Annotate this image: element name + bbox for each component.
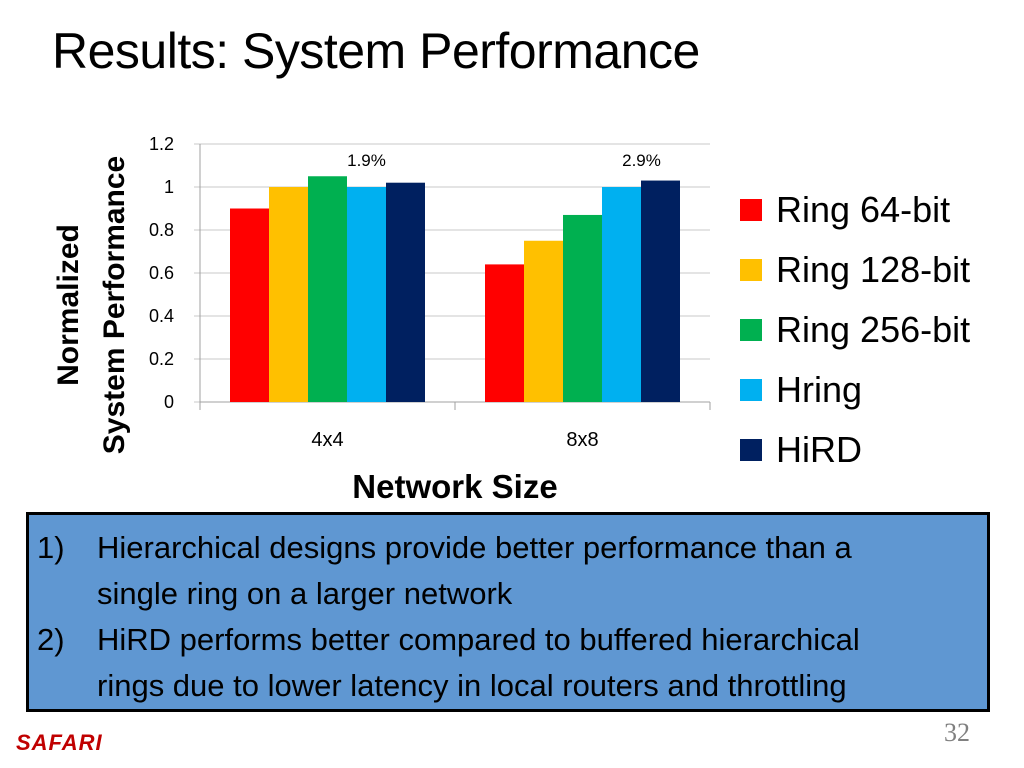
legend-swatch (740, 259, 762, 281)
bar (347, 187, 386, 402)
legend-item: Ring 128-bit (740, 240, 970, 300)
slide-title: Results: System Performance (52, 23, 700, 79)
legend-swatch (740, 439, 762, 461)
legend-item: Ring 256-bit (740, 300, 970, 360)
legend-label: HiRD (776, 429, 862, 470)
legend-label: Ring 128-bit (776, 249, 971, 290)
bar (641, 180, 680, 402)
x-tick-label: 4x4 (311, 429, 343, 451)
bar (386, 182, 425, 402)
conclusion-number: 2) (37, 622, 65, 657)
bar (230, 208, 269, 402)
legend-swatch (740, 199, 762, 221)
conclusion-line: single ring on a larger network (97, 576, 513, 611)
legend-item: Ring 64-bit (740, 180, 970, 240)
y-tick-label: 1 (164, 177, 174, 197)
legend-item: HiRD (740, 420, 970, 480)
data-annotation: 2.9% (622, 151, 661, 170)
y-tick-label: 0.6 (149, 263, 174, 283)
bar (563, 214, 602, 402)
conclusion-text: Hierarchical designs provide better perf… (97, 525, 977, 617)
legend-swatch (740, 379, 762, 401)
y-tick-label: 0.4 (149, 306, 174, 326)
legend-label: Ring 256-bit (776, 309, 971, 350)
y-tick-label: 0 (164, 392, 174, 412)
page-number: 32 (944, 718, 970, 747)
safari-logo: SAFARI (16, 730, 103, 755)
conclusion-line: rings due to lower latency in local rout… (97, 668, 847, 703)
chart-legend: Ring 64-bit Ring 128-bit Ring 256-bit Hr… (740, 180, 970, 480)
x-axis-label: Network Size (352, 468, 557, 505)
bar (485, 264, 524, 402)
conclusion-text: HiRD performs better compared to buffere… (97, 617, 977, 709)
conclusion-line: Hierarchical designs provide better perf… (97, 530, 852, 565)
legend-label: Ring 64-bit (776, 189, 951, 230)
y-tick-label: 1.2 (149, 134, 174, 154)
y-tick-label: 0.2 (149, 349, 174, 369)
conclusion-number: 1) (37, 530, 65, 565)
bar (269, 187, 308, 402)
y-axis-label: Normalized (52, 224, 85, 386)
x-tick-label: 8x8 (566, 429, 598, 451)
conclusions-callout: 1) Hierarchical designs provide better p… (26, 512, 990, 712)
bar-chart: 0 0.2 0.4 0.6 0.8 1 1.2 4x4 1.9% 8x8 2.9% Network S… (52, 134, 711, 505)
data-annotation: 1.9% (347, 151, 386, 170)
legend-label: Hring (776, 369, 863, 410)
bar (602, 187, 641, 402)
bar (524, 240, 563, 402)
y-axis-label: System Performance (98, 156, 131, 454)
conclusion-line: HiRD performs better compared to buffere… (97, 622, 860, 657)
bar (308, 176, 347, 402)
legend-item: Hring (740, 360, 970, 420)
legend-swatch (740, 319, 762, 341)
y-tick-label: 0.8 (149, 220, 174, 240)
